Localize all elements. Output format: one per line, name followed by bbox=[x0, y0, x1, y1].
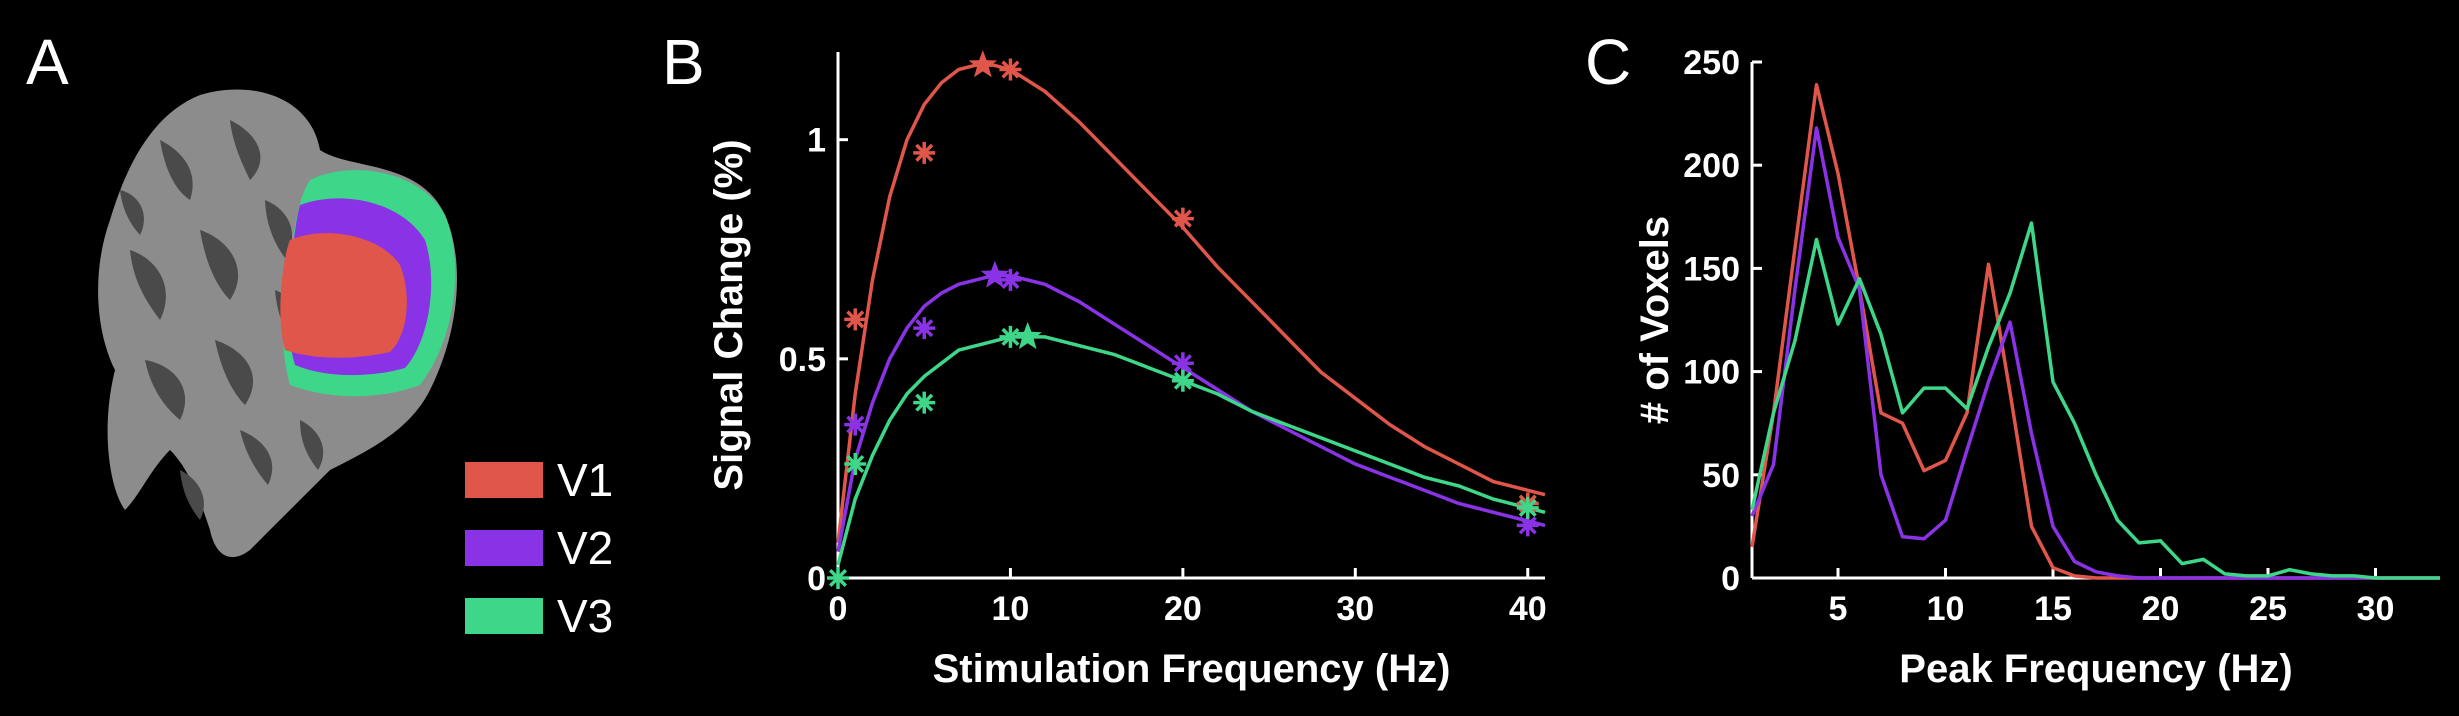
panel-label-c: C bbox=[1585, 26, 1631, 98]
data-point-v2 bbox=[999, 268, 1022, 291]
data-point-v1 bbox=[844, 308, 867, 331]
data-point-v2 bbox=[913, 317, 936, 340]
histogram-line-v3 bbox=[1750, 221, 2440, 580]
legend-label-v2: V2 bbox=[557, 522, 613, 574]
chart-c: 5 10 15 20 25 30 0 50 100 150 200 250 Peak Frequency… bbox=[1633, 44, 2440, 691]
legend-label-v1: V1 bbox=[557, 454, 613, 506]
chart-c-y-tick-label: 250 bbox=[1683, 44, 1740, 82]
chart-b-y-tick-label: 1 bbox=[807, 122, 826, 160]
brain-surface-image bbox=[98, 89, 457, 558]
legend-swatch-v3 bbox=[465, 598, 543, 634]
data-point-v2 bbox=[1171, 352, 1194, 375]
peak-marker-v2 bbox=[980, 260, 1010, 288]
chart-b-y-tick-label: 0.5 bbox=[779, 341, 826, 379]
region-v1 bbox=[280, 233, 407, 358]
data-point-v3 bbox=[827, 567, 849, 589]
data-point-v1 bbox=[999, 58, 1022, 81]
peak-marker-v3 bbox=[1013, 321, 1042, 350]
chart-c-y-tick-label: 0 bbox=[1721, 560, 1740, 598]
fit-line-v2 bbox=[836, 273, 1546, 553]
legend-swatch-v2 bbox=[465, 530, 543, 566]
data-point-v3 bbox=[844, 453, 867, 476]
chart-c-x-tick-label: 5 bbox=[1829, 590, 1848, 628]
data-point-v3 bbox=[1516, 496, 1539, 519]
data-point-v1 bbox=[913, 141, 936, 164]
legend-swatch-v1 bbox=[465, 462, 543, 498]
panel-label-b: B bbox=[662, 26, 705, 98]
data-point-v3 bbox=[1171, 369, 1194, 392]
chart-c-x-tick-label: 25 bbox=[2249, 590, 2287, 628]
chart-b-x-tick-label: 30 bbox=[1336, 590, 1374, 628]
chart-c-y-axis-label: # of Voxels bbox=[1633, 216, 1677, 424]
chart-c-x-tick-label: 15 bbox=[2034, 590, 2072, 628]
chart-c-y-tick-label: 200 bbox=[1683, 147, 1740, 185]
chart-c-x-axis-label: Peak Frequency (Hz) bbox=[1899, 647, 2292, 691]
fit-line-v1 bbox=[836, 63, 1546, 544]
data-point-v2 bbox=[844, 413, 867, 436]
chart-c-y-tick-label: 150 bbox=[1683, 250, 1740, 288]
data-point-v1 bbox=[1171, 207, 1194, 230]
histogram-line-v2 bbox=[1750, 126, 2440, 580]
chart-b-x-tick-label: 0 bbox=[829, 590, 848, 628]
chart-c-y-tick-label: 50 bbox=[1702, 457, 1740, 495]
chart-b-x-tick-label: 20 bbox=[1164, 590, 1202, 628]
data-point-v2 bbox=[1516, 514, 1539, 537]
chart-c-x-tick-label: 30 bbox=[2357, 590, 2395, 628]
chart-c-x-tick-label: 20 bbox=[2142, 590, 2180, 628]
chart-b-y-tick-label: 0 bbox=[807, 560, 826, 598]
data-point-v3 bbox=[913, 391, 936, 414]
legend-label-v3: V3 bbox=[557, 590, 613, 642]
legend: V1 V2 V3 bbox=[465, 454, 613, 642]
chart-b-x-tick-label: 10 bbox=[992, 590, 1030, 628]
chart-c-y-tick-label: 100 bbox=[1683, 354, 1740, 392]
chart-b-x-tick-label: 40 bbox=[1509, 590, 1547, 628]
chart-b-x-axis-label: Stimulation Frequency (Hz) bbox=[933, 647, 1451, 691]
data-point-v3 bbox=[999, 325, 1022, 348]
chart-c-x-tick-label: 10 bbox=[1927, 590, 1965, 628]
peak-marker-v1 bbox=[968, 50, 998, 78]
fit-line-v3 bbox=[836, 335, 1546, 566]
chart-b-y-axis-label: Signal Change (%) bbox=[707, 139, 751, 490]
chart-b: 0 10 20 30 40 0 0.5 1 Stimulation Frequency (Hz)… bbox=[707, 50, 1547, 691]
histogram-line-v1 bbox=[1750, 82, 2440, 580]
panel-label-a: A bbox=[26, 26, 69, 98]
